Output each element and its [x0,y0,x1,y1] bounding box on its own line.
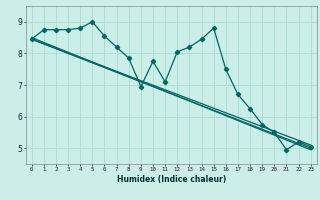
X-axis label: Humidex (Indice chaleur): Humidex (Indice chaleur) [116,175,226,184]
